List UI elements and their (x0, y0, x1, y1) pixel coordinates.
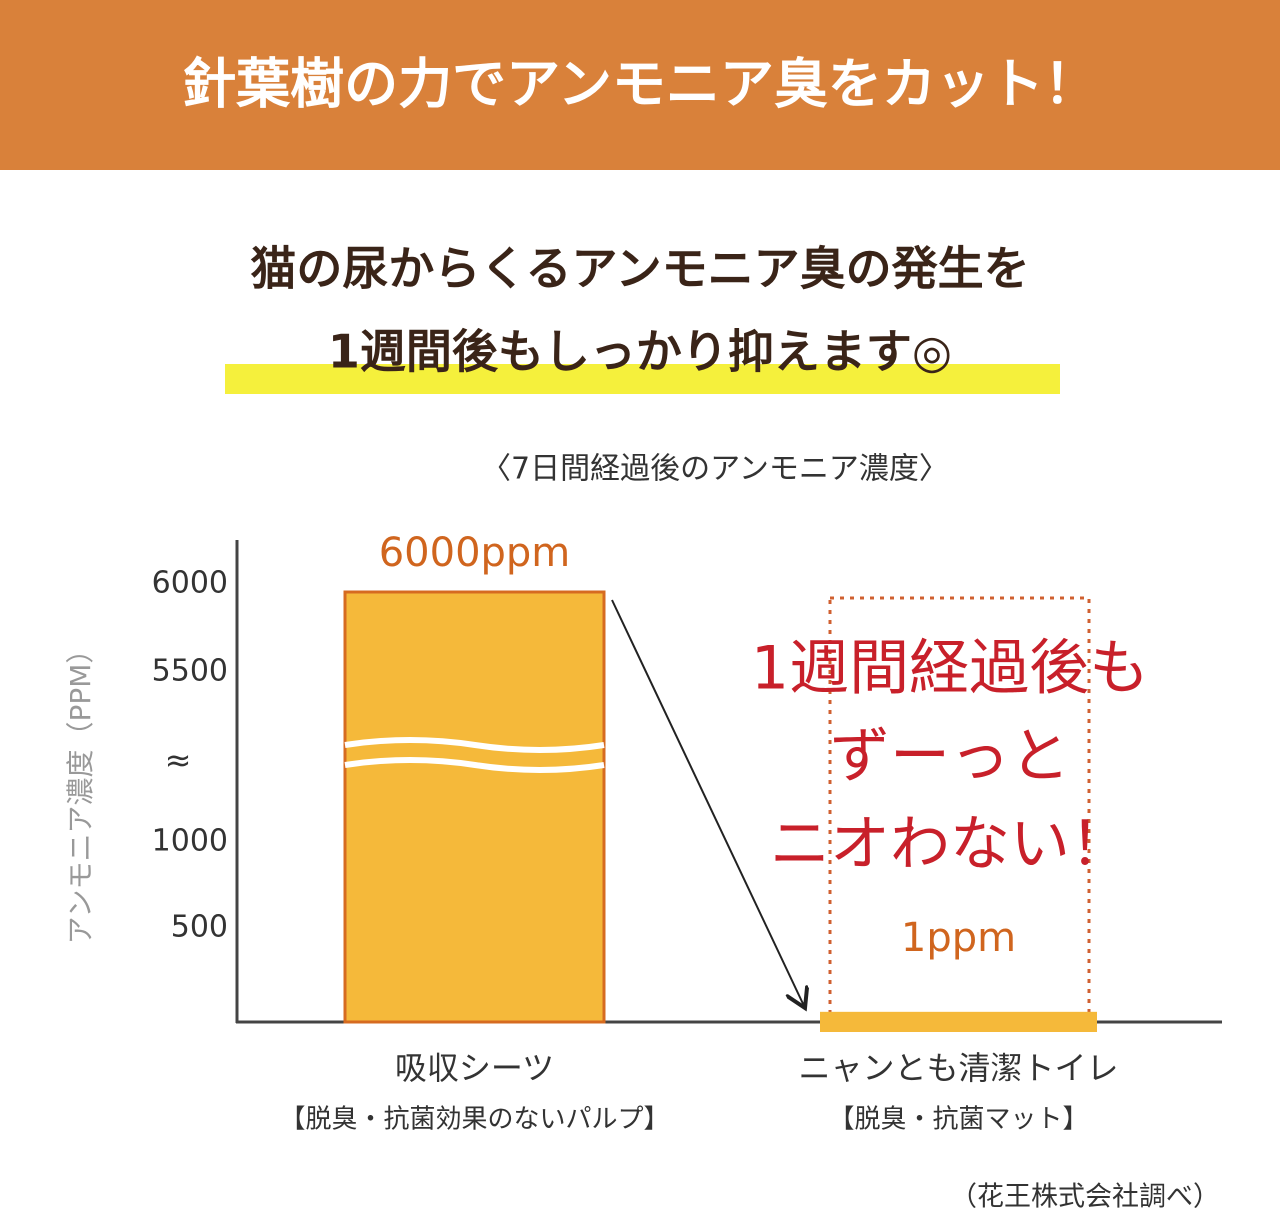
y-tick-label: 500 (171, 910, 228, 945)
x-tick-label: ニャンとも清潔トイレ (798, 1049, 1118, 1087)
annotation: ニオわない！ (770, 810, 1130, 880)
subtitle-line: 猫の尿からくるアンモニア臭の発生を (250, 242, 1029, 296)
category-note: 【脱臭・抗菌マット】 (828, 1105, 1088, 1135)
chart-title: 〈7日間経過後のアンモニア濃度〉 (481, 452, 949, 487)
subtitle-line: 1週間後もしっかり抑えます◎ (328, 325, 952, 379)
annotation: 1週間経過後も (751, 634, 1149, 704)
category-note: 【脱臭・抗菌効果のないパルプ】 (279, 1105, 669, 1135)
value-label: 1ppm (901, 915, 1016, 961)
value-label: 6000ppm (379, 530, 571, 576)
y-tick-label: 5500 (152, 654, 228, 689)
y-tick-label: 1000 (152, 824, 228, 859)
y-axis-label: アンモニア濃度（PPM） (64, 636, 97, 945)
x-tick-label: 吸収シーツ (395, 1049, 554, 1087)
source-note: （花王株式会社調べ） (950, 1182, 1220, 1213)
annotation: ずーっと (830, 722, 1070, 792)
axis-break-label: ≈ (165, 741, 192, 779)
header-title: 針葉樹の力でアンモニア臭をカット！ (182, 53, 1098, 116)
y-tick-label: 6000 (152, 566, 228, 601)
bar (345, 592, 604, 1022)
